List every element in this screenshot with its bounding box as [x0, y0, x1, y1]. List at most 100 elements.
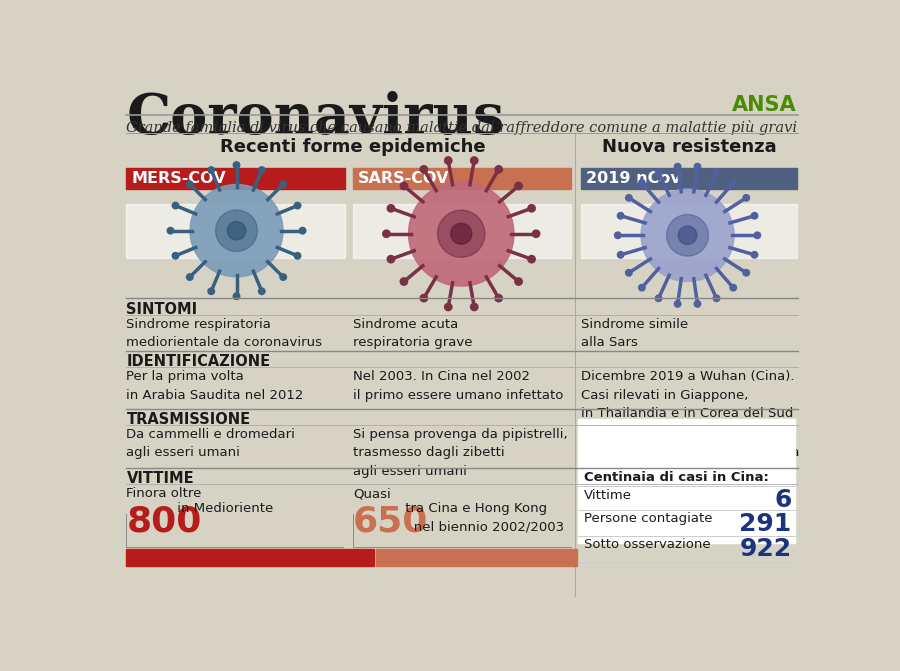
Bar — [126, 205, 345, 258]
Circle shape — [694, 164, 701, 170]
Text: Nel 2003. In Cina nel 2002
il primo essere umano infettato: Nel 2003. In Cina nel 2002 il primo esse… — [353, 370, 563, 401]
Bar — [579, 419, 796, 544]
Bar — [376, 550, 577, 566]
Circle shape — [752, 213, 758, 219]
Circle shape — [420, 295, 427, 302]
Text: Grande famiglia di virus che causano malattie dal raffreddore comune a malattie : Grande famiglia di virus che causano mal… — [126, 120, 797, 135]
Bar — [353, 168, 572, 189]
Text: 6: 6 — [774, 488, 791, 512]
Bar — [126, 168, 345, 189]
Circle shape — [641, 189, 734, 282]
Circle shape — [400, 278, 408, 285]
Circle shape — [258, 288, 265, 295]
Circle shape — [655, 169, 661, 176]
Circle shape — [437, 210, 485, 257]
Text: Coronavirus: Coronavirus — [126, 91, 505, 146]
Circle shape — [233, 162, 239, 168]
Circle shape — [495, 166, 502, 173]
Circle shape — [743, 270, 750, 276]
Text: Sindrome respiratoria
mediorientale da coronavirus: Sindrome respiratoria mediorientale da c… — [126, 317, 322, 349]
Circle shape — [674, 164, 681, 170]
Circle shape — [400, 183, 408, 190]
Circle shape — [208, 167, 214, 173]
Text: in Medioriente: in Medioriente — [173, 502, 274, 515]
Circle shape — [445, 157, 452, 164]
Circle shape — [743, 195, 750, 201]
Text: ANSA: ANSA — [732, 95, 796, 115]
Circle shape — [186, 181, 194, 187]
Text: SARS-COV: SARS-COV — [357, 171, 449, 186]
Text: SINTOMI: SINTOMI — [126, 301, 198, 317]
Circle shape — [694, 301, 701, 307]
Circle shape — [300, 227, 306, 234]
Circle shape — [445, 303, 452, 311]
Circle shape — [495, 295, 502, 302]
Circle shape — [626, 195, 632, 201]
Circle shape — [227, 221, 246, 240]
Circle shape — [655, 295, 661, 301]
Text: 800: 800 — [126, 505, 202, 539]
Circle shape — [382, 230, 390, 238]
Text: 650: 650 — [353, 505, 428, 539]
Circle shape — [674, 301, 681, 307]
Circle shape — [617, 252, 624, 258]
Circle shape — [679, 226, 697, 244]
Text: Centinaia di casi in Cina:: Centinaia di casi in Cina: — [584, 471, 769, 484]
Circle shape — [280, 274, 286, 280]
Circle shape — [714, 169, 720, 176]
Text: Nuova resistenza: Nuova resistenza — [602, 138, 777, 156]
Circle shape — [533, 230, 540, 238]
Circle shape — [387, 256, 394, 263]
Text: Finora oltre: Finora oltre — [126, 487, 202, 500]
Circle shape — [186, 274, 194, 280]
Circle shape — [617, 213, 624, 219]
Circle shape — [667, 215, 708, 256]
Text: Per la prima volta
in Arabia Saudita nel 2012: Per la prima volta in Arabia Saudita nel… — [126, 370, 304, 401]
Text: Da cammelli e dromedari
agli esseri umani: Da cammelli e dromedari agli esseri uman… — [126, 428, 295, 459]
Text: Vittime: Vittime — [584, 488, 632, 502]
Circle shape — [639, 285, 645, 291]
Text: MERS-COV: MERS-COV — [131, 171, 226, 186]
Circle shape — [167, 227, 174, 234]
Text: TRASMISSIONE: TRASMISSIONE — [126, 411, 250, 427]
Circle shape — [714, 295, 720, 301]
Circle shape — [730, 180, 736, 186]
Circle shape — [471, 157, 478, 164]
Circle shape — [528, 256, 536, 263]
Text: Persone contagiate: Persone contagiate — [584, 513, 712, 525]
Text: Sotto osservazione: Sotto osservazione — [584, 538, 710, 551]
Text: Quasi: Quasi — [353, 487, 391, 500]
Circle shape — [515, 278, 522, 285]
Text: VITTIME: VITTIME — [126, 471, 194, 486]
Circle shape — [294, 252, 301, 259]
Circle shape — [754, 232, 760, 238]
Circle shape — [471, 303, 478, 311]
Text: 291: 291 — [739, 512, 791, 535]
Text: Dicembre 2019 a Wuhan (Cina).
Casi rilevati in Giappone,
in Thailandia e in Core: Dicembre 2019 a Wuhan (Cina). Casi rilev… — [581, 370, 795, 420]
Circle shape — [528, 205, 536, 212]
Text: Recenti forme epidemiche: Recenti forme epidemiche — [220, 138, 486, 156]
Text: Il mercato ittico di Wuhan
è ritenuto il centro dell'epidemia: Il mercato ittico di Wuhan è ritenuto il… — [581, 428, 800, 459]
Circle shape — [172, 203, 179, 209]
Bar — [353, 205, 572, 258]
Circle shape — [208, 288, 214, 295]
Bar — [581, 205, 796, 258]
Circle shape — [233, 293, 239, 299]
Text: IDENTIFICAZIONE: IDENTIFICAZIONE — [126, 354, 271, 369]
Circle shape — [294, 203, 301, 209]
Circle shape — [730, 285, 736, 291]
Circle shape — [172, 252, 179, 259]
Circle shape — [216, 210, 257, 252]
Circle shape — [515, 183, 522, 190]
Text: 2019 nCov: 2019 nCov — [586, 171, 680, 186]
Circle shape — [387, 205, 394, 212]
Circle shape — [752, 252, 758, 258]
Circle shape — [639, 180, 645, 186]
Circle shape — [451, 223, 472, 244]
Text: Sindrome simile
alla Sars: Sindrome simile alla Sars — [581, 317, 688, 349]
Bar — [126, 550, 374, 566]
Circle shape — [420, 166, 427, 173]
Circle shape — [615, 232, 621, 238]
Text: tra Cina e Hong Kong
   nel biennio 2002/2003: tra Cina e Hong Kong nel biennio 2002/20… — [400, 502, 564, 533]
Bar — [581, 168, 796, 189]
